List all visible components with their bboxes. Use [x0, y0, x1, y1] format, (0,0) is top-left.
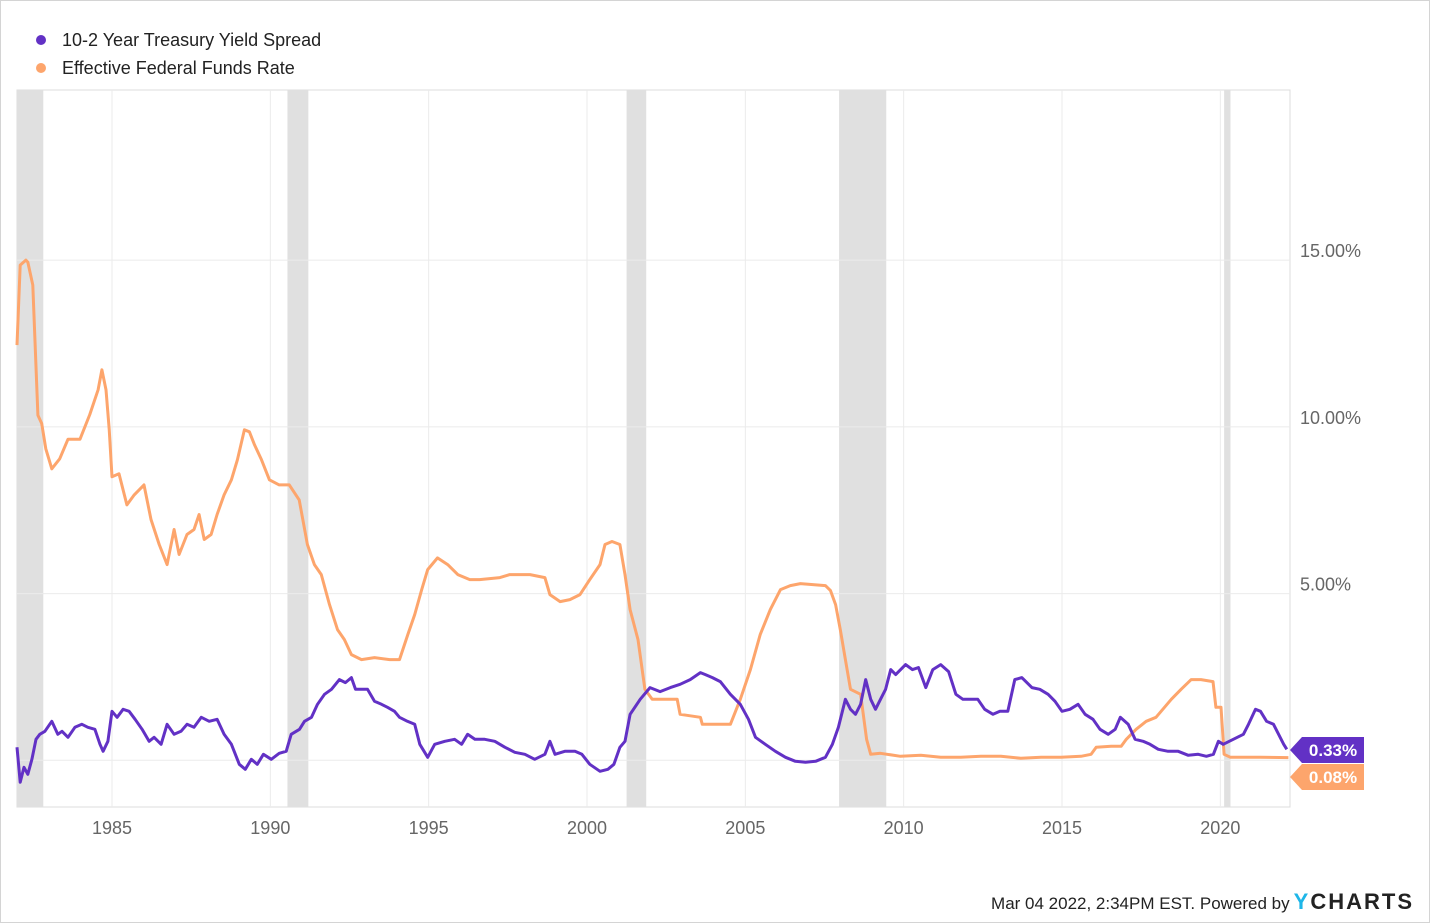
- x-tick-label: 2005: [725, 818, 765, 838]
- last-value-label: 0.33%: [1309, 741, 1357, 760]
- recession-band: [17, 90, 44, 807]
- x-tick-label: 2000: [567, 818, 607, 838]
- legend-label-spread: 10-2 Year Treasury Yield Spread: [62, 29, 322, 50]
- series-line-spread: [15, 663, 1289, 784]
- last-value-tag-fed-funds: 0.08%: [1290, 764, 1364, 790]
- x-tick-label: 2020: [1200, 818, 1240, 838]
- legend-marker-spread: [36, 35, 46, 45]
- y-tick-label: 15.00%: [1300, 241, 1361, 261]
- y-tick-label: 10.00%: [1300, 408, 1361, 428]
- last-value-tag-shape: [1290, 737, 1364, 763]
- ycharts-logo[interactable]: YCHARTS: [1294, 889, 1414, 915]
- series-line-fed-funds: [15, 258, 1289, 760]
- footer: Mar 04 2022, 2:34PM EST. Powered by YCHA…: [991, 889, 1414, 915]
- legend: 10-2 Year Treasury Yield Spread Effectiv…: [36, 26, 321, 82]
- legend-label-fed-funds: Effective Federal Funds Rate: [62, 57, 295, 78]
- x-tick-label: 2015: [1042, 818, 1082, 838]
- x-tick-label: 1995: [409, 818, 449, 838]
- last-value-label: 0.08%: [1309, 768, 1357, 787]
- legend-item-spread[interactable]: 10-2 Year Treasury Yield Spread: [36, 26, 321, 54]
- last-value-tag-spread: 0.33%: [1290, 737, 1364, 763]
- recession-band: [1224, 90, 1231, 807]
- x-tick-label: 1985: [92, 818, 132, 838]
- legend-item-fed-funds[interactable]: Effective Federal Funds Rate: [36, 54, 321, 82]
- x-tick-label: 1990: [250, 818, 290, 838]
- x-tick-label: 2010: [884, 818, 924, 838]
- ycharts-logo-text: CHARTS: [1310, 889, 1414, 914]
- recession-band: [626, 90, 647, 807]
- legend-marker-fed-funds: [36, 63, 46, 73]
- footer-timestamp: Mar 04 2022, 2:34PM EST. Powered by: [991, 894, 1290, 913]
- y-tick-label: 5.00%: [1300, 575, 1351, 595]
- ycharts-logo-y: Y: [1293, 889, 1311, 914]
- last-value-tag-shape: [1290, 764, 1364, 790]
- recession-band: [287, 90, 309, 807]
